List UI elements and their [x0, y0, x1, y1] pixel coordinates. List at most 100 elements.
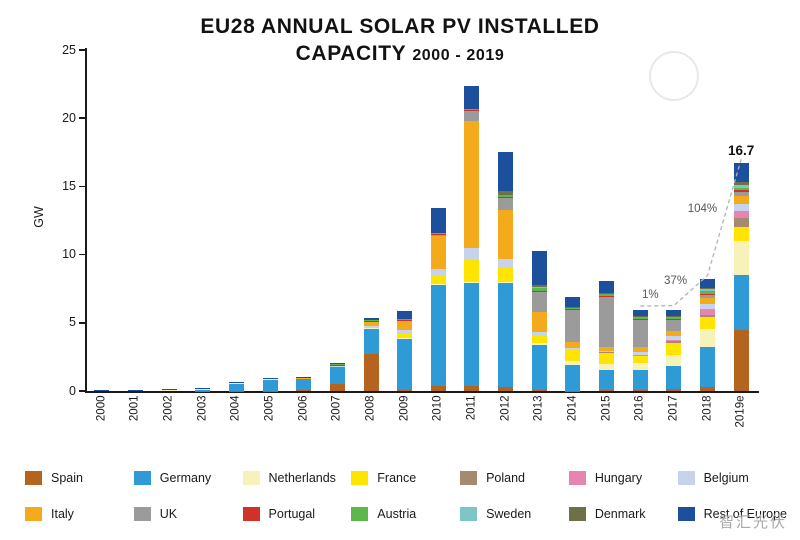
bar-segment-spain: [397, 389, 413, 391]
legend-item-italy: Italy: [25, 507, 134, 521]
watermark-text: 智汇光伏: [718, 514, 787, 531]
x-tick-label-2014: 2014: [566, 395, 579, 422]
bar-segment-portugal: [733, 190, 749, 192]
bar-segment-france: [498, 267, 514, 283]
bar-segment-italy: [632, 346, 648, 353]
bar-segment-uk: [531, 291, 547, 312]
bar-segment-rest-of-europe: [262, 377, 278, 379]
x-tick-label-2018: 2018: [701, 395, 714, 422]
bar-segment-rest-of-europe: [94, 390, 110, 391]
bar-segment-belgium: [700, 304, 716, 310]
bar-segment-poland: [733, 217, 749, 228]
bar-segment-rest-of-europe: [531, 250, 547, 285]
bar-segment-rest-of-europe: [296, 376, 312, 379]
y-axis-label: GW: [31, 206, 46, 228]
bar-segment-denmark: [700, 288, 716, 290]
bar-segment-germany: [228, 382, 244, 391]
x-tick-label-2017: 2017: [667, 395, 680, 422]
bar-segment-italy: [565, 342, 581, 348]
bar-segment-poland: [666, 341, 682, 343]
bar-segment-germany: [498, 283, 514, 387]
bar-segment-spain: [363, 354, 379, 391]
bar-segment-netherlands: [565, 360, 581, 365]
bar-segment-germany: [329, 366, 345, 385]
bar-segment-denmark: [565, 306, 581, 308]
x-tick-label-2009: 2009: [398, 395, 411, 422]
legend-item-denmark: Denmark: [568, 507, 678, 521]
bar-segment-france: [666, 342, 682, 355]
bar-segment-denmark: [498, 190, 514, 195]
legend-item-uk: UK: [133, 507, 243, 521]
bar-segment-netherlands: [531, 343, 547, 345]
bar-segment-france: [464, 259, 480, 283]
bar-segment-denmark: [666, 315, 682, 317]
x-axis-line: [85, 391, 759, 393]
annotation-1%: 1%: [642, 288, 659, 301]
bar-segment-portugal: [363, 320, 379, 322]
bar-segment-netherlands: [700, 329, 716, 348]
portugal-color-swatch: [242, 507, 260, 521]
bar-segment-france: [565, 348, 581, 361]
bar-segment-rest-of-europe: [632, 310, 648, 317]
bar-segment-rest-of-europe: [228, 381, 244, 383]
chart-title-capacity: CAPACITY: [295, 42, 406, 65]
bar-segment-netherlands: [464, 282, 480, 284]
legend-label-rest-of-europe: Rest of Europe: [703, 507, 787, 521]
bar-segment-germany: [733, 275, 749, 330]
bar-segment-spain: [666, 388, 682, 391]
bar-segment-poland: [700, 314, 716, 318]
legend-item-portugal: Portugal: [242, 507, 352, 521]
bar-segment-austria: [531, 287, 547, 291]
sweden-color-swatch: [460, 507, 478, 521]
chart-title-line1: EU28 ANNUAL SOLAR PV INSTALLED: [200, 15, 600, 38]
legend-item-germany: Germany: [133, 471, 243, 485]
bar-segment-italy: [531, 311, 547, 333]
denmark-color-swatch: [568, 507, 586, 521]
legend-label-austria: Austria: [377, 507, 417, 521]
y-tick-mark: [79, 185, 85, 188]
x-tick-label-2011: 2011: [465, 395, 478, 421]
legend: Spain Germany Netherlands France Poland Hunga…: [25, 471, 787, 521]
bar-segment-rest-of-europe: [733, 163, 749, 183]
legend-item-poland: Poland: [460, 471, 569, 485]
bar-segment-uk: [599, 296, 615, 347]
bar-segment-spain: [228, 390, 244, 392]
bar-segment-netherlands: [430, 284, 446, 286]
bar-segment-uk: [666, 319, 682, 331]
uk-color-swatch: [133, 507, 151, 521]
bar-segment-spain: [464, 385, 480, 391]
bar-segment-germany: [262, 379, 278, 391]
legend-item-austria: Austria: [351, 507, 460, 521]
bar-segment-netherlands: [262, 378, 278, 380]
legend-label-belgium: Belgium: [703, 471, 749, 485]
spain-color-swatch: [25, 471, 42, 485]
legend-item-rest-of-europe: Rest of Europe: [677, 507, 787, 521]
bar-segment-netherlands: [498, 282, 514, 284]
bar-segment-italy: [397, 320, 413, 331]
bar-segment-spain: [296, 390, 312, 391]
y-tick-mark: [79, 390, 85, 392]
bar-segment-sweden: [733, 185, 749, 188]
bar-segment-belgium: [531, 332, 547, 336]
x-tick-label-2019e: 2019e: [734, 395, 747, 428]
bar-segment-denmark: [632, 316, 648, 318]
bar-segment-portugal: [498, 197, 514, 199]
bar-segment-portugal: [599, 295, 615, 297]
x-tick-label-2008: 2008: [364, 395, 377, 422]
bar-segment-netherlands: [733, 240, 749, 276]
netherlands-color-swatch: [242, 471, 260, 485]
bar-segment-austria: [430, 233, 446, 235]
bar-segment-netherlands: [397, 337, 413, 339]
bar-segment-italy: [498, 210, 514, 260]
logo-watermark-circle: [649, 51, 699, 101]
x-tick-label-2007: 2007: [330, 395, 343, 422]
bar-segment-portugal: [430, 234, 446, 235]
legend-label-portugal: Portugal: [268, 507, 316, 521]
bar-segment-spain: [599, 390, 615, 392]
bar-segment-spain: [195, 390, 211, 392]
bar-segment-belgium: [329, 365, 345, 367]
bar-segment-italy: [464, 121, 480, 249]
bar-segment-portugal: [464, 110, 480, 111]
bar-segment-uk: [464, 110, 480, 122]
chart-title-year-range: 2000 - 2019: [412, 47, 505, 64]
